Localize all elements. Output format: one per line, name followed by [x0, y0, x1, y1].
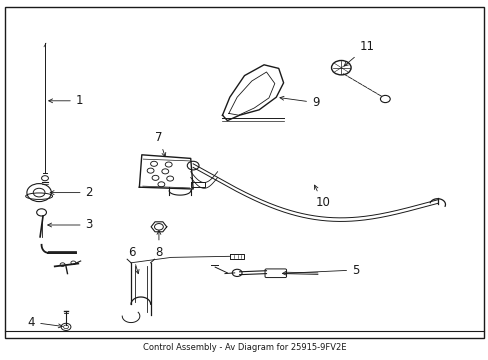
- Text: 7: 7: [155, 131, 165, 157]
- Text: 3: 3: [48, 219, 93, 231]
- Text: 2: 2: [50, 186, 93, 199]
- Text: 11: 11: [344, 40, 373, 66]
- Text: 9: 9: [280, 96, 319, 109]
- Text: 4: 4: [28, 316, 62, 329]
- Text: 6: 6: [128, 246, 139, 274]
- Text: 5: 5: [282, 264, 359, 276]
- Text: 1: 1: [49, 94, 83, 107]
- Text: 8: 8: [155, 230, 163, 258]
- Text: 10: 10: [314, 185, 329, 209]
- Text: Control Assembly - Av Diagram for 25915-9FV2E: Control Assembly - Av Diagram for 25915-…: [142, 343, 346, 352]
